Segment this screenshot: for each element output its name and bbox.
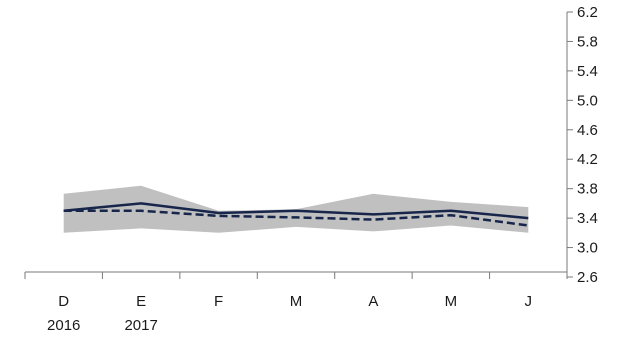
- x-tick-label: J: [525, 293, 533, 310]
- y-tick-label: 4.6: [577, 122, 598, 139]
- x-tick-label: M: [290, 293, 303, 310]
- y-tick-label: 5.4: [577, 63, 598, 80]
- series-line-dashed: [63, 209, 529, 227]
- y-tick-label: 3.0: [577, 240, 598, 257]
- y-tick-label: 5.8: [577, 33, 598, 50]
- y-tick-label: 3.8: [577, 181, 598, 198]
- range-band: [63, 185, 529, 233]
- x-year-label: 2017: [124, 317, 157, 334]
- y-tick-label: 2.6: [577, 269, 598, 286]
- y-tick-label: 5.0: [577, 92, 598, 109]
- y-tick-label: 3.4: [577, 210, 598, 227]
- y-tick-label: 6.2: [577, 4, 598, 21]
- x-tick-label: D: [58, 293, 69, 310]
- x-tick-label: M: [445, 293, 458, 310]
- x-tick-label: A: [368, 293, 378, 310]
- range-band-layer: [63, 185, 529, 233]
- x-tick-label: E: [136, 293, 146, 310]
- series-layer: [63, 202, 529, 227]
- labels-layer: 2.6 3.0 3.4 3.8 4.2 4.6 5.0 5.4 5.8 6.2 D 2016 E 2017…: [47, 4, 598, 334]
- x-year-label: 2016: [47, 317, 80, 334]
- series-line-solid: [63, 202, 529, 220]
- y-tick-label: 4.2: [577, 151, 598, 168]
- x-tick-label: F: [214, 293, 223, 310]
- axes-layer: [24, 11, 573, 279]
